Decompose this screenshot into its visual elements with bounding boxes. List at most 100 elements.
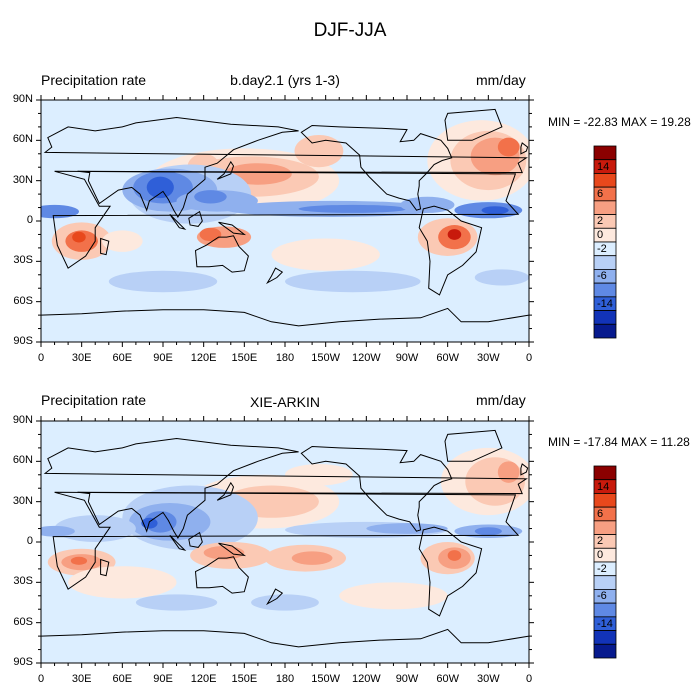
precip-anomaly-region <box>497 137 520 157</box>
colorbar-label: -14 <box>597 617 613 630</box>
longitude-label: 0 <box>525 352 533 364</box>
precip-anomaly-region <box>135 594 218 611</box>
longitude-label: 60E <box>112 352 133 364</box>
panel-2-min-max: MIN = -17.84 MAX = 11.28 <box>548 435 690 449</box>
latitude-label: 90S <box>13 656 33 668</box>
longitude-label: 0 <box>37 352 45 364</box>
panel-2-variable-label: Precipitation rate <box>41 392 147 408</box>
latitude-label: 30S <box>13 254 33 267</box>
panel-1-coastlines <box>41 108 529 327</box>
latitude-label: 30N <box>12 173 33 186</box>
precip-anomaly-region <box>285 464 353 486</box>
colorbar-label: 2 <box>597 535 604 548</box>
precip-anomaly-region <box>41 525 75 537</box>
precip-anomaly-region <box>102 230 143 252</box>
precip-anomaly-region <box>285 270 421 293</box>
colorbar-swatch <box>593 602 617 618</box>
coastline <box>41 628 529 648</box>
coastline <box>300 124 453 211</box>
longitude-label: 120W <box>351 352 381 364</box>
longitude-label: 30W <box>477 673 500 685</box>
longitude-label: 150E <box>231 352 258 364</box>
coastline <box>169 534 187 552</box>
precip-anomaly-region <box>474 269 529 286</box>
panel-2-case-label: XIE-ARKIN <box>249 394 320 410</box>
precip-anomaly-region <box>271 238 380 271</box>
precip-anomaly-region <box>447 229 462 240</box>
longitude-label: 90W <box>395 673 419 685</box>
longitude-label: 120E <box>190 352 217 364</box>
longitude-label: 30W <box>477 352 500 364</box>
latitude-label: 0 <box>26 214 33 226</box>
longitude-label: 180 <box>275 352 295 364</box>
colorbar-label: -14 <box>597 297 613 310</box>
colorbar-label: -2 <box>597 562 607 575</box>
precip-anomaly-region <box>366 523 448 534</box>
colorbar-swatch <box>593 323 617 339</box>
precip-anomaly-region <box>199 227 222 242</box>
coastline <box>300 445 453 532</box>
longitude-label: 30E <box>71 352 92 364</box>
precip-anomaly-region <box>474 527 502 536</box>
precip-anomaly-region <box>194 190 227 204</box>
precip-anomaly-region <box>497 461 520 483</box>
longitude-label: 90E <box>153 673 173 685</box>
longitude-label: 0 <box>37 673 45 685</box>
coastline <box>444 429 503 462</box>
colorbar-label: 6 <box>597 508 604 520</box>
longitude-label: 60W <box>436 673 459 685</box>
coastline <box>218 221 247 236</box>
precip-anomaly-region <box>447 550 462 561</box>
precip-anomaly-region <box>54 515 136 542</box>
precip-anomaly-region <box>203 546 245 560</box>
coastline <box>100 558 110 577</box>
longitude-label: 120W <box>351 673 381 685</box>
panel-1-case-label: b.day2.1 (yrs 1-3) <box>230 72 340 88</box>
precip-anomaly-region <box>294 134 344 168</box>
latitude-label: 60S <box>13 294 33 307</box>
precip-anomaly-region <box>72 231 86 243</box>
coastline <box>169 213 187 231</box>
precip-anomaly-region <box>481 206 509 215</box>
panel-1-min-max: MIN = -22.83 MAX = 19.28 <box>548 115 691 129</box>
coastline <box>218 542 247 557</box>
precip-anomaly-region <box>339 582 448 610</box>
latitude-label: 30S <box>13 575 33 588</box>
colorbar-label: -6 <box>597 590 607 603</box>
colorbar-label: 2 <box>597 215 604 228</box>
latitude-label: 30N <box>12 494 33 507</box>
longitude-label: 60E <box>112 673 133 685</box>
longitude-label: 30E <box>71 673 92 685</box>
precip-anomaly-region <box>298 204 407 213</box>
precip-anomaly-region <box>68 566 177 599</box>
latitude-label: 0 <box>26 535 33 547</box>
coastline <box>188 210 203 227</box>
coastline <box>194 556 249 594</box>
longitude-label: 150E <box>231 673 258 685</box>
precip-anomaly-region <box>251 594 319 611</box>
colorbar-label: -6 <box>597 270 607 283</box>
precip-anomaly-region <box>108 270 218 293</box>
precip-anomaly-region <box>400 196 455 213</box>
precip-anomaly-region <box>291 551 333 565</box>
panel-2-coastlines <box>41 429 529 648</box>
colorbar-swatch <box>593 520 617 535</box>
coastline <box>266 588 284 606</box>
coastline <box>216 160 235 180</box>
panel-1-axes <box>36 95 534 347</box>
longitude-label: 120E <box>190 673 217 685</box>
coastline <box>52 491 520 590</box>
latitude-label: 60S <box>13 615 33 628</box>
panel-2-axes <box>36 416 534 668</box>
coastline <box>418 205 483 296</box>
colorbar-label: -2 <box>597 242 607 255</box>
precip-anomaly-region <box>41 204 79 219</box>
colorbar-swatch <box>593 630 617 645</box>
coastline <box>520 463 529 476</box>
latitude-label: 90S <box>13 335 33 347</box>
coastline <box>52 170 520 269</box>
colorbar-label: 14 <box>597 480 610 493</box>
coastline <box>194 235 249 273</box>
